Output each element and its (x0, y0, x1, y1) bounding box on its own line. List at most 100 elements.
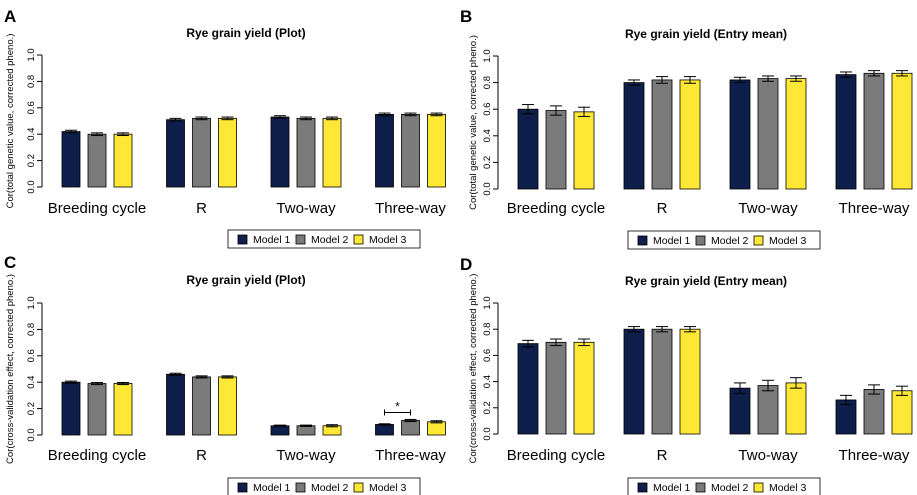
legend-box (627, 230, 821, 250)
bar-model-2-breeding-cycle (87, 383, 107, 436)
bar-model-1-three-way (375, 114, 394, 188)
y-tick-label: 0.4 (26, 128, 37, 141)
error-bar (195, 375, 208, 379)
x-category-label: Two-way (276, 200, 336, 217)
bar-model-2-three-way (401, 114, 420, 188)
bar-model-3-r (218, 117, 237, 188)
legend-swatch-model-1 (637, 235, 648, 246)
legend-label-model-1: Model 1 (253, 482, 291, 494)
bar-model-3-two-way (322, 117, 342, 188)
legend-label-model-1: Model 1 (653, 482, 691, 494)
error-bar (404, 112, 417, 117)
y-tick-label: 0.4 (26, 376, 37, 389)
y-tick-label: 0.8 (26, 75, 37, 88)
bar-model-3-breeding-cycle (113, 133, 133, 188)
y-axis-label: Cor(cross-validation effect, corrected p… (468, 274, 479, 464)
y-tick-label: 0.4 (482, 129, 493, 142)
error-bar (300, 116, 312, 121)
error-bar (896, 70, 908, 77)
legend-box (627, 477, 821, 495)
error-bar (656, 76, 668, 84)
bar-model-2-two-way (296, 425, 316, 436)
error-bar (326, 424, 338, 428)
bar-model-1-two-way (729, 79, 751, 190)
bar-model-2-breeding-cycle (545, 341, 567, 435)
bar-model-3-three-way (427, 421, 446, 436)
panel-letter: A (4, 7, 16, 26)
panel-letter: D (460, 255, 472, 274)
panel-b: B Rye grain yield (Entry mean) Cor(total g… (460, 7, 913, 250)
y-tick-label: 1.0 (26, 296, 37, 309)
bar-model-3-r (218, 376, 237, 436)
error-bar (868, 384, 880, 395)
y-tick-label: 0.6 (26, 101, 37, 114)
error-bar (762, 75, 774, 82)
bar-model-2-two-way (757, 385, 779, 435)
x-category-label: Breeding cycle (507, 447, 605, 464)
chart-title: Rye grain yield (Entry mean) (625, 27, 787, 41)
error-bar (550, 338, 562, 347)
bar-model-3-three-way (891, 390, 913, 435)
error-bar (430, 112, 443, 117)
bar-model-3-breeding-cycle (573, 111, 595, 190)
y-tick-label: 0.6 (482, 349, 493, 362)
bar-model-1-breeding-cycle (517, 343, 539, 435)
legend-label-model-1: Model 1 (653, 235, 691, 247)
legend: Model 1 Model 2 Model 3 (227, 229, 421, 249)
error-bar (378, 112, 391, 117)
bar-model-3-breeding-cycle (113, 383, 133, 436)
error-bar (91, 132, 103, 137)
x-category-label: R (657, 447, 668, 464)
error-bar (195, 116, 208, 121)
error-bar (628, 79, 640, 86)
y-tick-label: 0.4 (482, 375, 493, 388)
y-tick-label: 1.0 (482, 49, 493, 62)
x-category-label: R (196, 447, 207, 464)
y-tick-label: 1.0 (482, 296, 493, 309)
error-bar (684, 326, 696, 333)
x-category-label: Three-way (375, 447, 446, 464)
error-bar (300, 424, 312, 427)
bar-model-1-three-way (375, 424, 394, 436)
x-category-label: Breeding cycle (48, 200, 146, 217)
error-bar (326, 116, 338, 121)
bar-model-2-r (651, 328, 673, 435)
bar-model-3-three-way (891, 72, 913, 190)
bar-model-2-three-way (401, 420, 420, 436)
legend: Model 1 Model 2 Model 3 (227, 477, 421, 495)
y-tick-label: 0.2 (26, 402, 37, 415)
bar-model-1-r (623, 82, 645, 190)
y-axis-label: Cor(total genetic value, corrected pheno… (5, 34, 16, 209)
y-tick-label: 0.8 (482, 323, 493, 336)
legend-label-model-2: Model 2 (711, 235, 749, 247)
bar-model-2-two-way (296, 117, 316, 188)
legend-label-model-2: Model 2 (311, 234, 349, 246)
error-bar (274, 424, 286, 427)
error-bar (578, 338, 590, 347)
bar-model-1-two-way (270, 116, 290, 188)
error-bar (65, 129, 77, 134)
bar-model-3-r (679, 328, 701, 435)
legend-label-model-3: Model 3 (369, 482, 407, 494)
y-tick-label: 0.8 (482, 76, 493, 89)
bar-model-2-r (192, 376, 211, 436)
y-tick-label: 0.0 (26, 180, 37, 193)
legend-label-model-3: Model 3 (769, 482, 807, 494)
bar-model-1-r (166, 373, 185, 436)
legend: Model 1 Model 2 Model 3 (627, 230, 821, 250)
x-category-label: Two-way (276, 447, 336, 464)
error-bar (169, 117, 182, 122)
x-category-label: Three-way (839, 200, 910, 217)
legend: Model 1 Model 2 Model 3 (627, 477, 821, 495)
y-tick-label: 0.0 (482, 427, 493, 440)
bar-model-1-two-way (270, 425, 290, 436)
legend-swatch-model-2 (295, 482, 306, 493)
error-bar (896, 385, 908, 396)
error-bar (868, 70, 880, 77)
y-tick-label: 0.2 (26, 154, 37, 167)
x-category-label: Breeding cycle (48, 447, 146, 464)
significance-label: * (395, 400, 400, 414)
error-bar (522, 104, 534, 115)
bar-model-3-breeding-cycle (573, 341, 595, 435)
